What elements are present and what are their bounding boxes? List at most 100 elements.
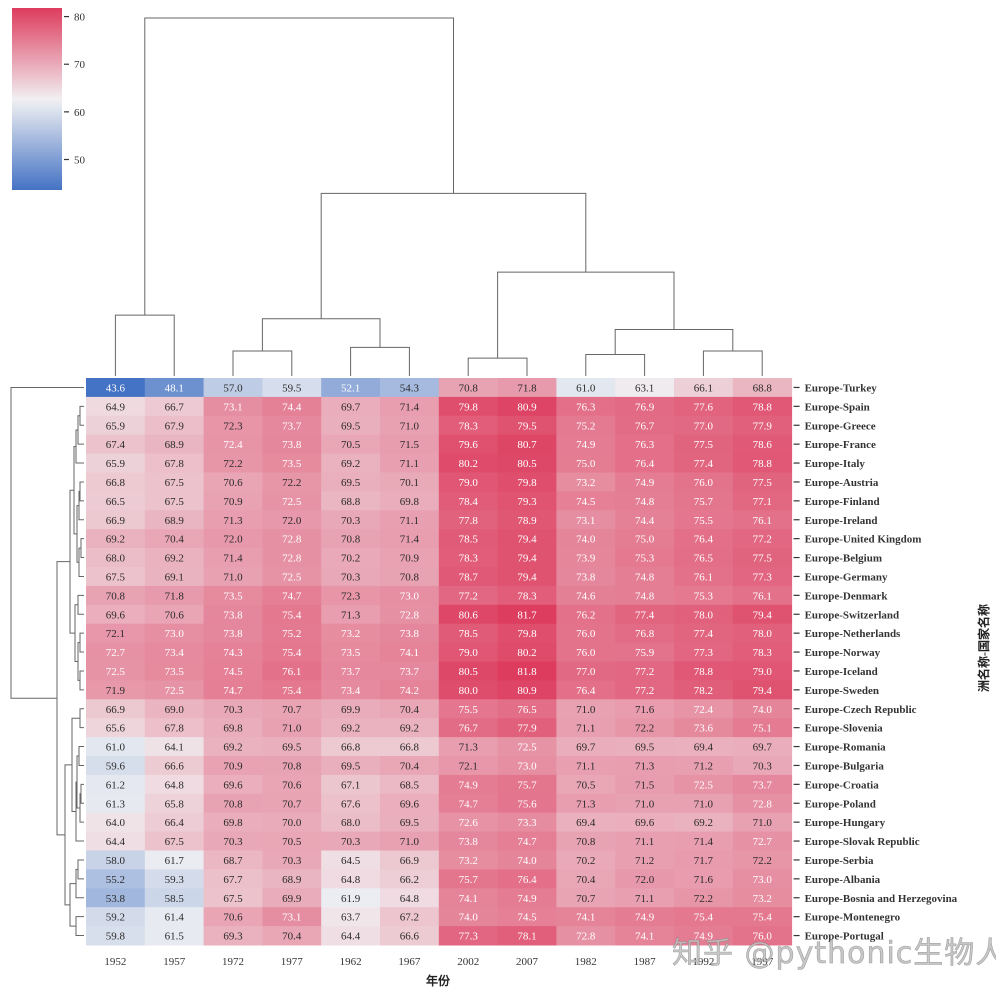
- heatmap-cell: [262, 774, 322, 795]
- heatmap-cell: [380, 680, 440, 700]
- cell-annotation: 74.7: [459, 798, 479, 810]
- cell-annotation: 73.1: [282, 912, 301, 924]
- dendrogram-link: [77, 859, 84, 880]
- heatmap-cell: [144, 491, 205, 511]
- heatmap-cell: [615, 812, 675, 833]
- cell-annotation: 76.2: [576, 609, 595, 621]
- cell-annotation: 78.0: [753, 628, 773, 640]
- heatmap-cell: [144, 774, 205, 795]
- cell-annotation: 74.0: [459, 912, 479, 924]
- dendrogram-link: [69, 883, 76, 927]
- cell-annotation: 48.1: [165, 382, 184, 394]
- dendrogram-link: [56, 561, 70, 836]
- colorbar: 50 60 70 80: [12, 8, 86, 190]
- cell-annotation: 61.0: [576, 382, 596, 394]
- heatmap-cell: [144, 510, 205, 530]
- heatmap-cell: [674, 585, 734, 606]
- cell-annotation: 65.9: [106, 458, 126, 470]
- cell-annotation: 73.5: [165, 666, 185, 678]
- cell-annotation: 74.5: [576, 496, 596, 508]
- cell-annotation: 77.8: [459, 515, 479, 527]
- cell-annotation: 67.4: [106, 439, 126, 451]
- cell-annotation: 70.3: [341, 836, 361, 848]
- cell-annotation: 74.4: [635, 515, 655, 527]
- cell-annotation: 70.4: [400, 760, 420, 772]
- heatmap-cell: [321, 396, 381, 417]
- cell-annotation: 67.8: [165, 723, 185, 735]
- heatmap-cell: [144, 661, 205, 681]
- y-tick-label: Europe-Ireland: [805, 515, 878, 527]
- heatmap-cell: [321, 869, 381, 889]
- y-tick-label: Europe-France: [805, 439, 876, 451]
- y-tick-label: Europe-Poland: [805, 798, 876, 810]
- cell-annotation: 72.5: [106, 666, 126, 678]
- cell-annotation: 76.3: [635, 439, 655, 451]
- cell-annotation: 72.0: [223, 534, 243, 546]
- dendrogram-link: [702, 350, 763, 376]
- cell-annotation: 71.5: [400, 439, 420, 451]
- heatmap-cell: [497, 756, 557, 776]
- cell-annotation: 59.6: [106, 760, 126, 772]
- cell-annotation: 78.3: [517, 590, 537, 602]
- cell-annotation: 74.7: [282, 590, 302, 602]
- cell-annotation: 80.0: [459, 685, 479, 697]
- heatmap-cell: [203, 888, 263, 908]
- heatmap-cell: [321, 888, 381, 908]
- heatmap-cell: [86, 793, 146, 814]
- cell-annotation: 74.8: [635, 571, 655, 583]
- heatmap-cell: [556, 623, 616, 644]
- cell-annotation: 71.0: [400, 420, 420, 432]
- heatmap-cell: [674, 926, 734, 946]
- heatmap-cell: [556, 642, 616, 662]
- cell-annotation: 79.5: [517, 420, 537, 432]
- cell-annotation: 77.2: [635, 685, 654, 697]
- heatmap-cell: [732, 850, 793, 870]
- heatmap-cell: [732, 548, 793, 568]
- cell-annotation: 75.4: [282, 609, 302, 621]
- x-tick-label: 2002: [457, 956, 479, 968]
- heatmap-cell: [732, 529, 793, 549]
- heatmap-cell: [615, 756, 675, 776]
- heatmap-cell: [144, 737, 205, 757]
- cell-annotation: 77.4: [694, 628, 714, 640]
- heatmap-cell: [321, 548, 381, 568]
- dendrogram-link: [79, 481, 84, 502]
- cell-annotation: 79.4: [517, 553, 537, 565]
- cell-annotation: 69.8: [223, 723, 243, 735]
- cell-annotation: 73.7: [282, 420, 302, 432]
- cell-annotation: 77.5: [694, 439, 714, 451]
- heatmap-cell: [674, 888, 734, 908]
- heatmap-cell: [86, 642, 146, 662]
- cell-annotation: 66.1: [694, 382, 713, 394]
- cell-annotation: 73.4: [165, 647, 185, 659]
- heatmap-cell: [556, 378, 616, 398]
- cell-annotation: 78.8: [753, 458, 773, 470]
- heatmap-cell: [556, 907, 616, 927]
- dendrogram-link: [79, 632, 84, 653]
- cell-annotation: 75.1: [753, 723, 772, 735]
- heatmap-cell: [86, 491, 146, 511]
- y-tick-label: Europe-Albania: [805, 874, 881, 886]
- y-tick-label: Europe-Switzerland: [805, 609, 900, 621]
- cell-annotation: 53.8: [106, 893, 126, 905]
- cell-annotation: 66.9: [400, 855, 420, 867]
- heatmap-cell: [203, 642, 263, 662]
- dendrogram-link: [10, 386, 84, 699]
- heatmap-cell: [262, 491, 322, 511]
- cell-annotation: 67.9: [165, 420, 185, 432]
- heatmap-cell: [556, 567, 616, 587]
- cell-annotation: 71.1: [400, 458, 419, 470]
- y-tick-label: Europe-Slovak Republic: [805, 836, 920, 848]
- heatmap-cell: [438, 680, 499, 700]
- cell-annotation: 75.0: [635, 534, 655, 546]
- cell-annotation: 67.7: [223, 874, 243, 886]
- y-tick-label: Europe-Portugal: [805, 931, 884, 943]
- x-tick-label: 1972: [222, 956, 244, 968]
- cell-annotation: 77.0: [576, 666, 596, 678]
- cell-annotation: 64.8: [341, 874, 361, 886]
- heatmap-cell: [438, 699, 499, 719]
- y-tick-label: Europe-Denmark: [805, 590, 889, 602]
- heatmap-cell: [556, 869, 616, 889]
- cell-annotation: 73.8: [223, 628, 243, 640]
- cell-annotation: 76.9: [635, 401, 655, 413]
